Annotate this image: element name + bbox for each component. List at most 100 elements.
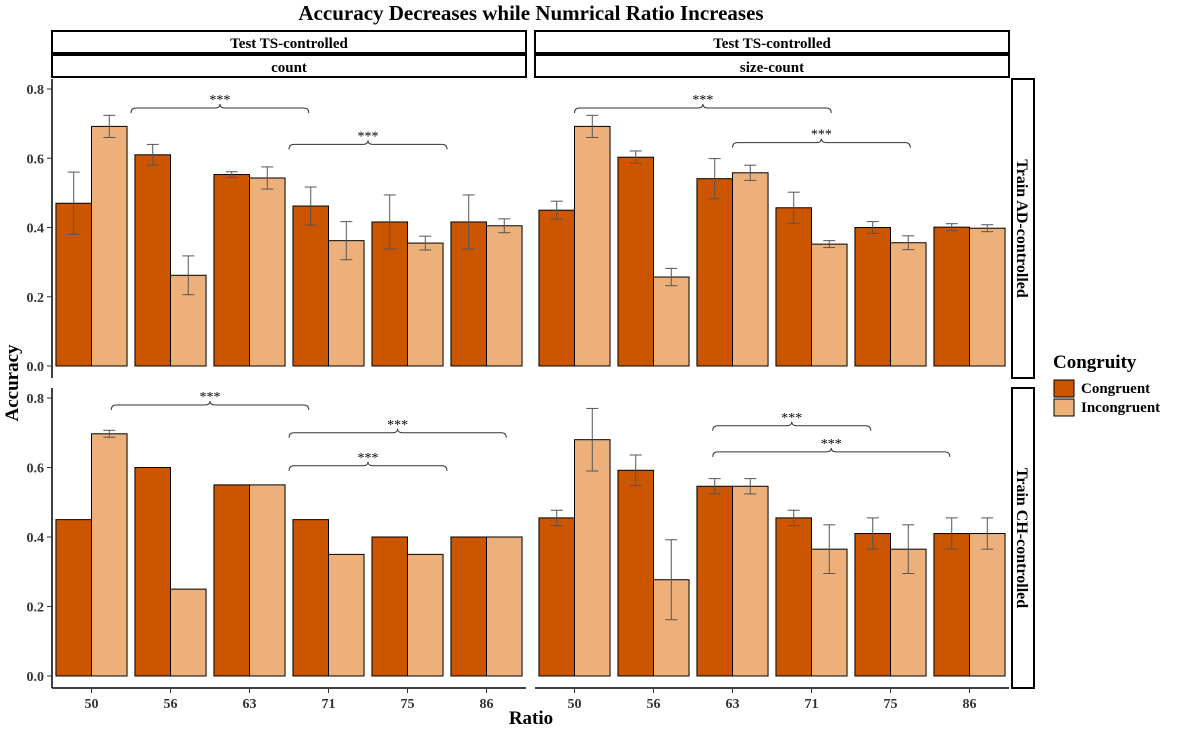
x-axis-title: Ratio — [509, 708, 553, 729]
bar — [486, 225, 523, 367]
bar — [617, 469, 655, 677]
x-tick-label: 75 — [401, 697, 415, 712]
strip-row-box — [1011, 387, 1035, 689]
bar — [617, 156, 655, 367]
y-tick-label: 0.4 — [27, 531, 45, 546]
y-tick-label: 0.2 — [27, 601, 45, 616]
bar — [574, 125, 611, 367]
bar — [775, 207, 813, 367]
chart-title: Accuracy Decreases while Numrical Ratio … — [298, 1, 763, 25]
significance-bracket — [288, 461, 448, 471]
significance-label: *** — [387, 418, 408, 433]
x-tick-label: 86 — [480, 697, 494, 712]
bar — [328, 553, 365, 677]
strip-top-label: Test TS-controlled — [713, 36, 831, 52]
bar — [969, 533, 1006, 677]
bar — [213, 174, 250, 367]
bar — [450, 536, 488, 677]
bar — [249, 484, 286, 677]
x-tick-label: 63 — [243, 697, 257, 712]
x-tick-label: 63 — [726, 697, 740, 712]
panel: *** *** — [538, 407, 1006, 677]
bar — [653, 276, 690, 367]
strip-row-label: Train AD-controlled — [1013, 159, 1030, 298]
bar — [933, 226, 971, 367]
significance-label: *** — [200, 390, 221, 405]
strip-top-box — [51, 30, 527, 54]
strip-row-box — [1011, 78, 1035, 379]
bar — [854, 533, 892, 677]
bar — [134, 154, 171, 367]
x-tick-label: 50 — [85, 697, 99, 712]
bar — [55, 519, 92, 677]
strip-row-label: Train CH-controlled — [1013, 468, 1030, 608]
y-tick-label: 0.8 — [27, 392, 45, 407]
significance-bracket — [712, 421, 872, 431]
bar — [969, 227, 1006, 367]
y-tick-label: 0.6 — [27, 462, 45, 477]
bar — [538, 209, 576, 367]
significance-label: *** — [209, 93, 230, 108]
bar — [292, 205, 330, 367]
significance-bracket — [732, 138, 911, 148]
strip-bottom-box — [51, 54, 527, 78]
legend: Congruity Congruent Incongruent — [1053, 352, 1160, 417]
bar — [854, 227, 892, 367]
strip-top-label: Test TS-controlled — [230, 36, 348, 52]
bar — [371, 536, 409, 677]
bar — [696, 178, 734, 367]
bar — [775, 517, 813, 677]
bar — [811, 243, 848, 367]
y-tick-label: 0.4 — [27, 222, 45, 237]
strip-bottom-label: count — [271, 60, 307, 76]
bar — [91, 125, 128, 367]
bar — [933, 533, 971, 677]
bar — [170, 588, 207, 677]
bar — [292, 519, 330, 677]
strip-bottom-box — [534, 54, 1010, 78]
strip-top-box — [534, 30, 1010, 54]
significance-bracket — [288, 140, 448, 150]
significance-bracket — [130, 104, 310, 114]
facet-panels: Test TS-controlled count Test TS-controlle… — [27, 30, 1035, 712]
y-tick-label: 0.6 — [27, 152, 45, 167]
strip-bottom-label: size-count — [740, 60, 804, 76]
bar — [538, 517, 576, 677]
significance-bracket — [574, 104, 832, 114]
y-tick-label: 0.0 — [27, 670, 45, 685]
bar — [134, 467, 171, 677]
panel: *** *** *** — [55, 390, 523, 677]
significance-bracket — [110, 400, 310, 410]
legend-swatch — [1053, 379, 1075, 398]
x-tick-label: 75 — [884, 697, 898, 712]
legend-label: Congruent — [1081, 381, 1150, 397]
x-tick-label: 56 — [647, 697, 661, 712]
x-tick-label: 71 — [805, 697, 819, 712]
legend-swatch — [1053, 398, 1075, 417]
significance-label: *** — [692, 93, 713, 108]
bar — [91, 433, 128, 677]
significance-bracket — [288, 428, 507, 438]
x-tick-label: 86 — [963, 697, 977, 712]
bar — [328, 240, 365, 367]
bar — [213, 484, 250, 677]
panel: *** *** — [55, 93, 523, 367]
significance-label: *** — [358, 451, 379, 466]
y-tick-label: 0.0 — [27, 360, 45, 375]
bar — [732, 172, 769, 367]
legend-label: Incongruent — [1081, 400, 1160, 416]
x-tick-label: 50 — [568, 697, 582, 712]
bar — [407, 553, 444, 677]
x-tick-label: 56 — [164, 697, 178, 712]
legend-title: Congruity — [1053, 352, 1137, 373]
bar — [486, 536, 523, 677]
x-tick-label: 71 — [322, 697, 336, 712]
y-tick-label: 0.2 — [27, 291, 45, 306]
significance-label: *** — [781, 411, 802, 426]
significance-label: *** — [811, 128, 832, 143]
bar — [249, 177, 286, 367]
panel: *** *** — [538, 93, 1006, 367]
bar — [732, 485, 769, 677]
bar — [574, 439, 611, 677]
